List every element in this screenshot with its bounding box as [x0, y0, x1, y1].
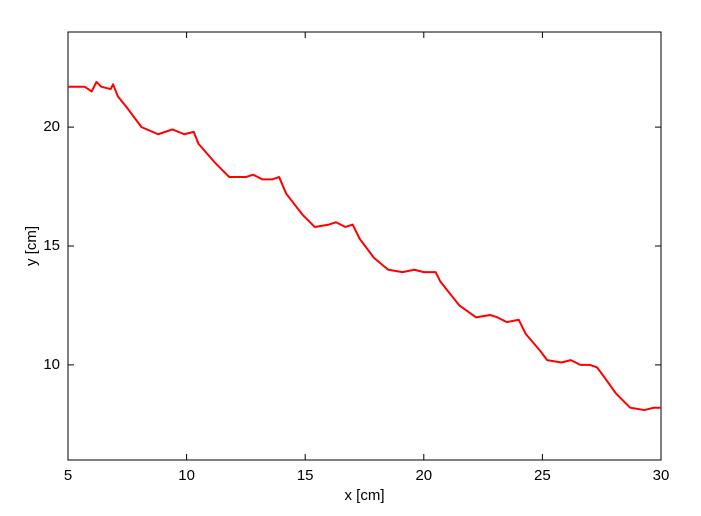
x-tick-label: 25 — [534, 467, 551, 484]
x-tick-label: 5 — [64, 467, 72, 484]
x-tick-label: 20 — [415, 467, 432, 484]
y-axis-label: y [cm] — [23, 226, 40, 266]
y-tick-label: 20 — [43, 118, 60, 135]
x-axis-label: x [cm] — [345, 487, 385, 504]
x-tick-label: 10 — [178, 467, 195, 484]
x-tick-label: 30 — [653, 467, 670, 484]
x-tick-label: 15 — [297, 467, 314, 484]
y-tick-label: 15 — [43, 237, 60, 254]
data-line — [68, 80, 661, 412]
y-tick-label: 10 — [43, 356, 60, 373]
